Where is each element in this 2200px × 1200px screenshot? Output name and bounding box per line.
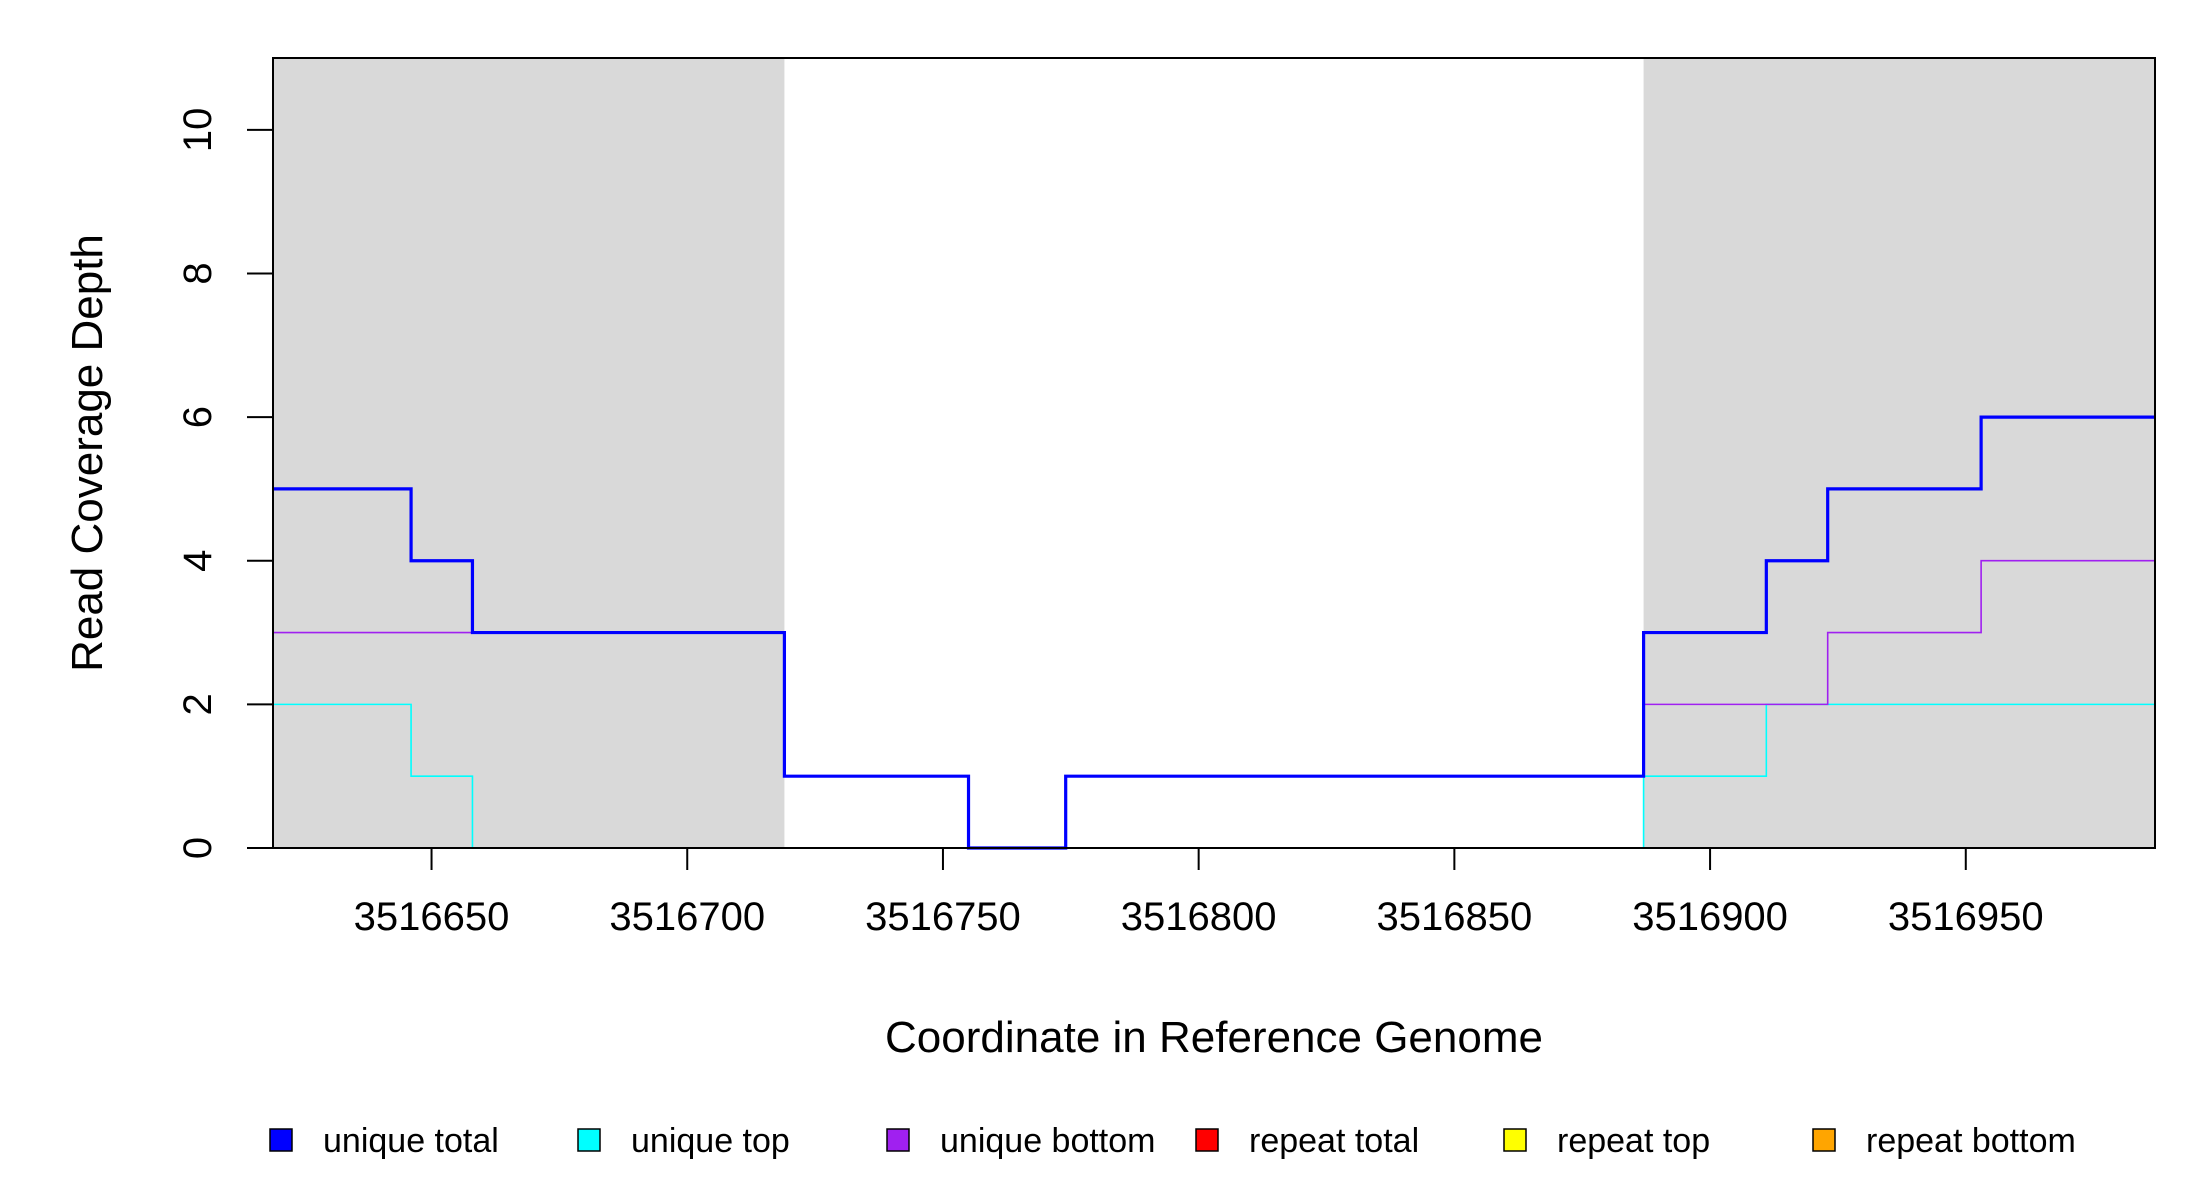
x-axis: 3516650 3516700 3516750 3516800 3516850 35169… [354, 848, 2044, 939]
legend-swatch-unique-bottom [886, 1128, 910, 1152]
shaded-region-2 [1643, 58, 2155, 848]
legend-swatch-repeat-bottom [1812, 1128, 1836, 1152]
y-tick-label: 2 [176, 693, 220, 715]
x-tick-label: 3516850 [1376, 895, 1532, 939]
y-tick-label: 0 [176, 837, 220, 859]
x-tick-label: 3516800 [1121, 895, 1277, 939]
legend-swatch-unique-total [269, 1128, 293, 1152]
legend-label-unique-top: unique top [631, 1122, 790, 1160]
legend-label-repeat-bottom: repeat bottom [1866, 1122, 2076, 1160]
plot-frame [272, 57, 2156, 849]
shaded-region-1 [273, 58, 785, 848]
y-tick-label: 6 [176, 406, 220, 428]
legend-swatch-repeat-total [1195, 1128, 1219, 1152]
y-axis-title: Read Coverage Depth [63, 234, 112, 672]
y-axis: 0 2 4 6 8 10 [176, 108, 273, 859]
x-tick-label: 3516950 [1888, 895, 2044, 939]
legend-swatch-unique-top [577, 1128, 601, 1152]
x-tick-label: 3516750 [865, 895, 1021, 939]
legend-label-repeat-top: repeat top [1557, 1122, 1710, 1160]
y-tick-label: 8 [176, 262, 220, 284]
y-tick-label: 4 [176, 550, 220, 572]
legend-label-unique-total: unique total [323, 1122, 499, 1160]
x-tick-label: 3516700 [609, 895, 765, 939]
x-tick-label: 3516650 [354, 895, 510, 939]
legend-label-repeat-total: repeat total [1249, 1122, 1419, 1160]
legend: unique total unique top unique bottom repea… [269, 1122, 2076, 1160]
legend-label-unique-bottom: unique bottom [940, 1122, 1156, 1160]
x-tick-label: 3516900 [1632, 895, 1788, 939]
series-line-unique-total [273, 415, 2155, 850]
x-axis-title: Coordinate in Reference Genome [885, 1013, 1543, 1062]
legend-swatch-repeat-top [1503, 1128, 1527, 1152]
y-tick-label: 10 [176, 108, 220, 153]
shaded-regions [273, 58, 2155, 848]
